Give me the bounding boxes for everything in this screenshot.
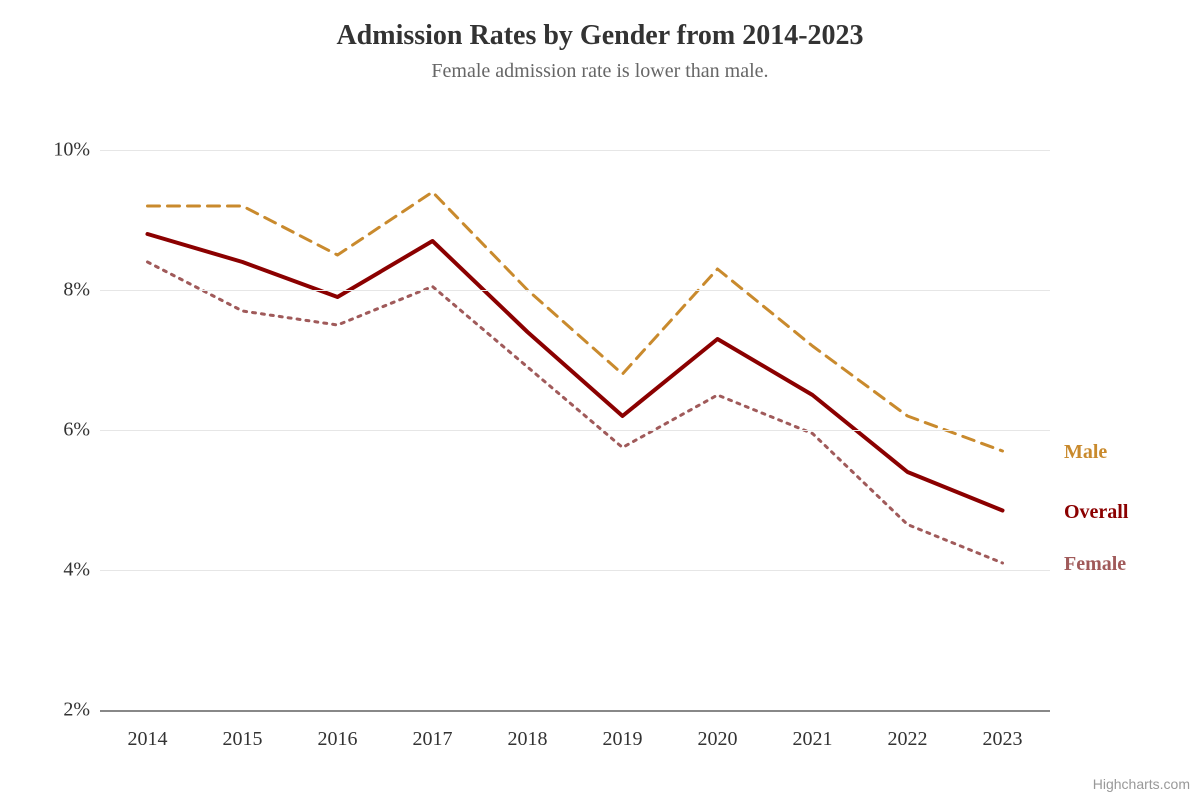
chart-credits[interactable]: Highcharts.com: [1093, 776, 1190, 792]
y-axis-tick: 8%: [30, 279, 90, 302]
y-axis-tick: 10%: [30, 139, 90, 162]
x-axis-line: [100, 710, 1050, 712]
chart-title: Admission Rates by Gender from 2014-2023: [0, 0, 1200, 52]
x-axis-tick: 2021: [793, 728, 833, 751]
series-line-overall: [148, 234, 1003, 511]
gridline: [100, 570, 1050, 571]
y-axis-tick: 4%: [30, 559, 90, 582]
series-line-female: [148, 262, 1003, 563]
y-axis-tick: 6%: [30, 419, 90, 442]
series-line-male: [148, 192, 1003, 451]
gridline: [100, 430, 1050, 431]
series-label-overall: Overall: [1064, 501, 1128, 524]
x-axis-tick: 2020: [698, 728, 738, 751]
series-label-female: Female: [1064, 553, 1126, 576]
series-label-male: Male: [1064, 441, 1107, 464]
gridline: [100, 290, 1050, 291]
x-axis-tick: 2015: [223, 728, 263, 751]
x-axis-tick: 2014: [128, 728, 168, 751]
gridline: [100, 150, 1050, 151]
x-axis-tick: 2022: [888, 728, 928, 751]
x-axis-tick: 2016: [318, 728, 358, 751]
x-axis-tick: 2019: [603, 728, 643, 751]
x-axis-tick: 2023: [983, 728, 1023, 751]
x-axis-tick: 2018: [508, 728, 548, 751]
plot-area: [100, 150, 1050, 710]
x-axis-tick: 2017: [413, 728, 453, 751]
chart-container: Admission Rates by Gender from 2014-2023…: [0, 0, 1200, 800]
chart-subtitle: Female admission rate is lower than male…: [0, 60, 1200, 83]
y-axis-tick: 2%: [30, 699, 90, 722]
